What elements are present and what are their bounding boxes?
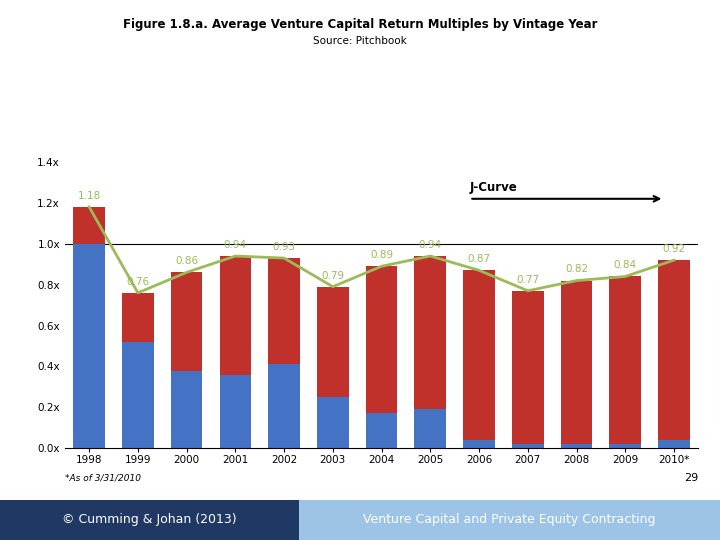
Bar [220, 256, 251, 375]
Text: 0.93: 0.93 [273, 242, 296, 252]
Text: 0.77: 0.77 [516, 275, 539, 285]
Text: 0.94: 0.94 [419, 240, 442, 250]
Bar [415, 256, 446, 409]
Text: 0.87: 0.87 [467, 254, 490, 264]
Text: 0.94: 0.94 [224, 240, 247, 250]
Text: 0.79: 0.79 [321, 271, 344, 281]
Bar [415, 409, 446, 448]
Text: 0.86: 0.86 [175, 256, 198, 266]
Text: *As of 3/31/2010: *As of 3/31/2010 [65, 474, 141, 482]
Bar [366, 414, 397, 448]
Text: J-Curve: J-Curve [469, 181, 517, 194]
Bar [609, 276, 641, 444]
Bar [609, 444, 641, 448]
Bar [122, 342, 154, 448]
Bar [220, 375, 251, 448]
Text: 0.76: 0.76 [126, 276, 150, 287]
Text: © Cumming & Johan (2013): © Cumming & Johan (2013) [62, 513, 237, 526]
Bar [269, 364, 300, 448]
Bar [561, 281, 593, 444]
Bar [366, 266, 397, 414]
Legend: Average of DPI, Average of RVPI, Average of TVPI: Average of DPI, Average of RVPI, Average… [210, 510, 553, 529]
Bar [512, 291, 544, 444]
Text: Source: Pitchbook: Source: Pitchbook [313, 36, 407, 45]
Bar [73, 244, 105, 448]
Bar [171, 272, 202, 370]
Bar [658, 260, 690, 440]
Bar [317, 287, 348, 397]
Text: Figure 1.8.a. Average Venture Capital Return Multiples by Vintage Year: Figure 1.8.a. Average Venture Capital Re… [122, 18, 598, 31]
Text: 29: 29 [684, 473, 698, 483]
Bar [269, 258, 300, 365]
Bar [73, 207, 105, 244]
Bar [463, 271, 495, 440]
Text: 0.82: 0.82 [565, 265, 588, 274]
Bar [122, 293, 154, 342]
Bar [658, 440, 690, 448]
Bar [171, 370, 202, 448]
Text: Venture Capital and Private Equity Contracting: Venture Capital and Private Equity Contr… [363, 513, 656, 526]
Bar [463, 440, 495, 448]
Text: 0.92: 0.92 [662, 244, 685, 254]
Bar [512, 444, 544, 448]
Bar [317, 397, 348, 448]
Bar [561, 444, 593, 448]
Text: 0.84: 0.84 [613, 260, 637, 271]
Text: 1.18: 1.18 [78, 191, 101, 201]
Text: 0.89: 0.89 [370, 250, 393, 260]
